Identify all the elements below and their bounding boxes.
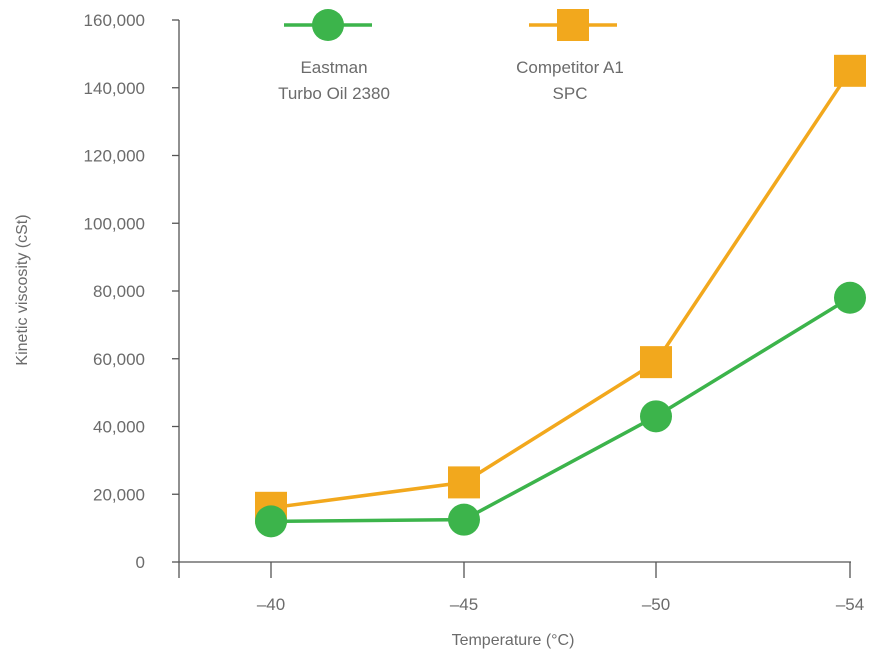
series-line: [270, 296, 851, 524]
y-tick-label: 60,000: [93, 350, 145, 369]
series-1: [255, 281, 866, 538]
legend-label: Competitor A1: [516, 58, 624, 77]
y-tick-label: 120,000: [84, 147, 145, 166]
y-tick-label: 20,000: [93, 485, 145, 504]
y-tick-label: 80,000: [93, 282, 145, 301]
x-tick-label: –54: [836, 595, 864, 614]
x-tick-label: –45: [450, 595, 478, 614]
data-point: [640, 346, 672, 379]
legend-label: SPC: [553, 84, 588, 103]
data-point: [448, 503, 480, 536]
x-tick-label: –50: [642, 595, 670, 614]
x-tick-label: –40: [257, 595, 285, 614]
y-tick-label: 40,000: [93, 418, 145, 437]
y-tick-label: 140,000: [84, 79, 145, 98]
y-tick-label: 0: [136, 553, 145, 572]
x-axis: –40 –45 –50 –54: [179, 561, 864, 614]
legend-item-1: Eastman Turbo Oil 2380: [278, 9, 390, 103]
series-2: [255, 54, 866, 524]
data-point: [448, 466, 480, 499]
y-tick-label: 100,000: [84, 214, 145, 233]
data-point: [255, 505, 287, 538]
legend-label: Turbo Oil 2380: [278, 84, 390, 103]
legend-item-2: Competitor A1 SPC: [516, 9, 624, 103]
legend-marker: [557, 9, 589, 41]
data-point: [640, 400, 672, 433]
series-line: [270, 69, 852, 510]
legend-marker: [312, 9, 344, 41]
series-layer: [255, 54, 866, 538]
x-axis-title: Temperature (°C): [452, 632, 575, 649]
legend-label: Eastman: [300, 58, 367, 77]
data-point: [834, 54, 866, 87]
data-point: [834, 281, 866, 314]
y-axis: 0 20,000 40,000 60,000 80,000 100,000 120,000 1…: [84, 11, 180, 578]
legend: Eastman Turbo Oil 2380 Competitor A1 SPC: [278, 9, 624, 103]
y-axis-title: Kinetic viscosity (cSt): [14, 214, 31, 365]
y-tick-label: 160,000: [84, 11, 145, 30]
